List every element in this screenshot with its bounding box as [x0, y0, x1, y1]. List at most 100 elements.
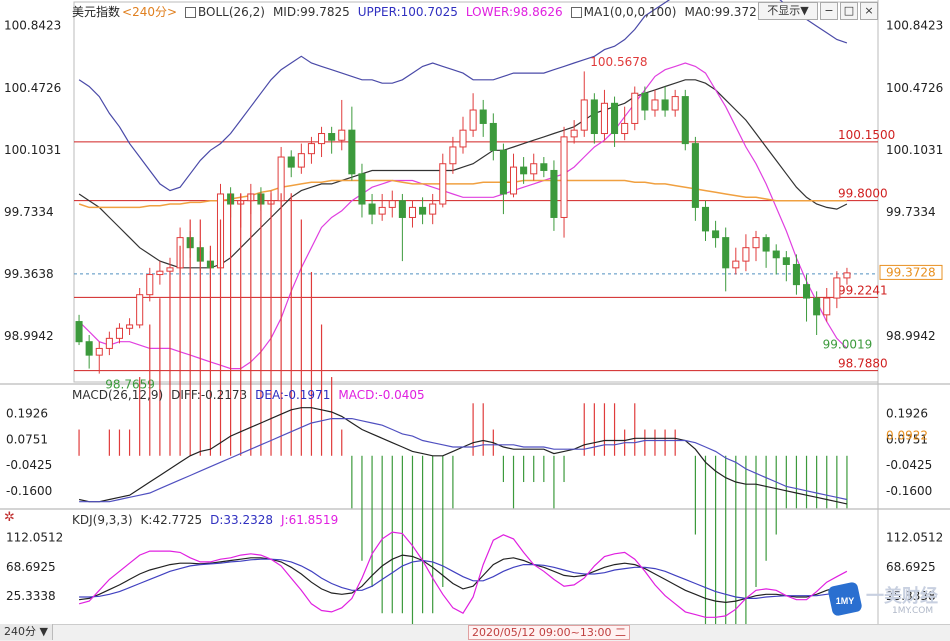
- macd-diff-value: DIFF:-0.2173: [171, 388, 248, 402]
- candle-body: [520, 166, 528, 175]
- kdj-d-value: D:33.2328: [210, 513, 273, 527]
- watermark-logo: 1MY 一美财经 1MY.COM: [828, 578, 944, 622]
- candle-body: [752, 237, 760, 249]
- macd-tick-right: -0.0425: [886, 458, 932, 472]
- macd-tick-right: 0.1926: [886, 407, 928, 421]
- candle-body: [499, 149, 507, 195]
- extreme-annotation: 99.0019: [823, 338, 873, 352]
- candle-body: [580, 99, 588, 131]
- macd-tick-right: -0.1600: [886, 484, 932, 498]
- candle-body: [146, 274, 154, 296]
- candle-body: [803, 284, 811, 299]
- candle-body: [287, 156, 295, 168]
- candle-body: [782, 257, 790, 265]
- symbol-label: 美元指数: [72, 5, 121, 19]
- level-label: 98.7880: [838, 357, 888, 371]
- price-tick-right: 100.4726: [886, 81, 943, 95]
- candle-body: [661, 99, 669, 111]
- hide-dropdown-button[interactable]: 不显示▼: [758, 2, 818, 20]
- candle-body: [833, 277, 841, 299]
- current-price-label: 99.3728: [886, 265, 936, 279]
- candle-body: [550, 169, 558, 218]
- candle-body: [328, 133, 336, 141]
- ma-label: MA1(0,0,0,100): [570, 4, 676, 20]
- level-label: 99.8000: [838, 187, 888, 201]
- price-tick-left: 100.1031: [4, 143, 61, 157]
- candle-body: [398, 200, 406, 218]
- macd-header: MACD(26,12,9) DIFF:-0.2173 DEA:-0.1971 M…: [72, 387, 425, 403]
- candle-body: [439, 163, 447, 205]
- candle-body: [600, 102, 608, 135]
- kdj-k-line: [79, 554, 848, 604]
- maximize-icon[interactable]: □: [840, 2, 858, 20]
- candle-body: [641, 92, 649, 111]
- kdj-j-value: J:61.8519: [281, 513, 339, 527]
- kdj-tick-left: 68.6925: [6, 560, 56, 574]
- candle-body: [358, 173, 366, 205]
- candle-body: [590, 99, 598, 135]
- candle-body: [368, 203, 376, 215]
- indicator-toggle-icon[interactable]: [570, 7, 582, 18]
- candle-body: [742, 247, 750, 262]
- candle-body: [762, 237, 770, 252]
- price-tick-right: 100.1031: [886, 143, 943, 157]
- candle-body: [459, 129, 467, 148]
- macd-tick-left: -0.0425: [6, 458, 52, 472]
- candle-body: [712, 230, 720, 239]
- candle-body: [671, 96, 679, 111]
- kdj-label: KDJ(9,3,3): [72, 513, 133, 527]
- current-price-box: [879, 264, 943, 280]
- candle-body: [307, 143, 315, 155]
- candle-body: [429, 203, 437, 215]
- kdj-tick-right: 112.0512: [886, 531, 943, 545]
- extreme-annotation: 98.7659: [105, 377, 155, 391]
- kdj-tick-left: 112.0512: [6, 531, 63, 545]
- candle-body: [338, 129, 346, 141]
- close-icon[interactable]: ×: [860, 2, 878, 20]
- candle-body: [156, 270, 164, 276]
- macd-tick-left: 0.0751: [6, 432, 48, 446]
- candle-body: [469, 109, 477, 131]
- timeframe-button[interactable]: 240分 ▼: [0, 624, 53, 640]
- candle-body: [95, 347, 103, 356]
- main-panel-frame: [73, 1, 879, 383]
- kdj-tick-left: 25.3338: [6, 589, 56, 603]
- boll-mid-line: [78, 79, 848, 269]
- ma-line: [78, 179, 847, 209]
- settings-gear-icon[interactable]: ✲: [4, 510, 15, 525]
- level-label: 99.2241: [838, 283, 888, 297]
- cursor-time-label: 2020/05/12 09:00~13:00 二: [468, 625, 631, 640]
- minimize-icon[interactable]: −: [820, 2, 838, 20]
- kdj-j-line: [78, 531, 848, 618]
- candle-body: [378, 206, 386, 215]
- candle-body: [530, 163, 538, 175]
- candle-body: [408, 206, 417, 218]
- candle-body: [419, 206, 427, 215]
- macd-macd-value: MACD:-0.0405: [338, 388, 425, 402]
- level-label: 100.1500: [838, 128, 895, 142]
- candle-body: [449, 146, 457, 165]
- price-tick-left: 100.4726: [4, 81, 61, 95]
- candle-body: [621, 122, 629, 135]
- candle-body: [75, 321, 83, 343]
- indicator-toggle-icon[interactable]: [185, 7, 197, 18]
- candle-body: [570, 129, 578, 138]
- candle-body: [722, 237, 730, 269]
- price-tick-left: 98.9942: [4, 329, 54, 343]
- candle-body: [318, 133, 326, 145]
- candle-body: [348, 129, 356, 175]
- kdj-tick-right: 68.6925: [886, 560, 936, 574]
- svg-text:1MY: 1MY: [836, 596, 855, 606]
- price-tick-left: 99.3638: [4, 267, 54, 281]
- candle-body: [823, 297, 831, 316]
- candle-body: [136, 294, 144, 326]
- macd-tick-left: 0.1926: [6, 407, 48, 421]
- price-tick-left: 99.7334: [4, 205, 54, 219]
- macd-label: MACD(26,12,9): [72, 388, 164, 402]
- price-tick-right: 99.7334: [886, 205, 936, 219]
- boll-label: BOLL(26,2): [185, 4, 265, 20]
- boll-upper-value: UPPER:100.7025: [357, 5, 458, 19]
- candle-body: [631, 92, 639, 124]
- candle-body: [560, 136, 568, 218]
- candle-body: [651, 99, 659, 111]
